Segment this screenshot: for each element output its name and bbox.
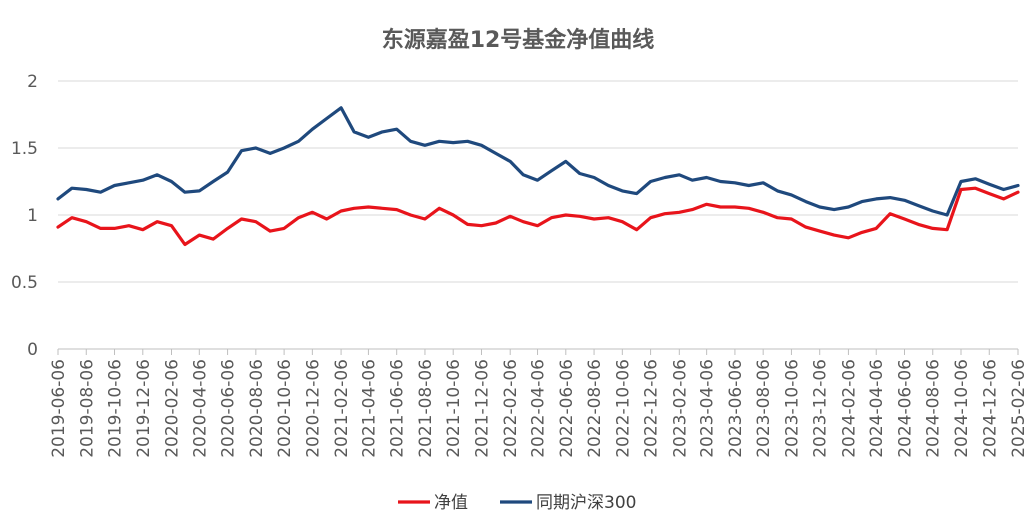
y-tick-label: 2: [27, 72, 38, 92]
chart-title: 东源嘉盈12号基金净值曲线: [382, 27, 655, 53]
y-axis: 0 0.5 1 1.5 2: [11, 72, 38, 360]
x-tick-label: 2021-08-06: [416, 359, 436, 458]
series-lines: [56, 106, 1020, 247]
x-tick-label: 2020-08-06: [247, 359, 267, 458]
x-tick-label: 2021-06-06: [388, 359, 408, 458]
y-tick-label: 1.5: [11, 139, 38, 159]
x-tick-label: 2021-10-06: [444, 359, 464, 458]
x-tick-label: 2024-06-06: [895, 359, 915, 458]
x-tick-label: 2023-10-06: [782, 359, 802, 458]
csi300-series-line: [56, 106, 1020, 217]
x-tick-label: 2023-04-06: [698, 359, 718, 458]
x-tick-label: 2023-08-06: [754, 359, 774, 458]
x-tick-label: 2022-08-06: [585, 359, 605, 458]
x-tick-label: 2022-06-06: [557, 359, 577, 458]
nav-series-line: [56, 186, 1020, 247]
x-tick-label: 2022-04-06: [529, 359, 549, 458]
x-tick-label: 2020-10-06: [275, 359, 295, 458]
x-tick-label: 2019-12-06: [134, 359, 154, 458]
x-tick-label: 2024-04-06: [867, 359, 887, 458]
x-tick-label: 2020-02-06: [163, 359, 183, 458]
x-tick-label: 2021-04-06: [359, 359, 379, 458]
x-tick-label: 2021-02-06: [332, 359, 352, 458]
x-tick-label: 2022-12-06: [642, 359, 662, 458]
x-tick-label: 2023-02-06: [670, 359, 690, 458]
x-tick-label: 2022-02-06: [501, 359, 521, 458]
legend: 净值 同期沪深300: [398, 493, 636, 513]
x-tick-label: 2023-06-06: [726, 359, 746, 458]
legend-item-csi300: 同期沪深300: [500, 493, 636, 513]
x-tick-label: 2022-10-06: [613, 359, 633, 458]
y-tick-label: 1: [27, 206, 38, 226]
x-tick-label: 2023-12-06: [811, 359, 831, 458]
x-tick-label: 2020-04-06: [190, 359, 210, 458]
legend-item-nav: 净值: [398, 493, 468, 513]
y-tick-label: 0.5: [11, 273, 38, 293]
legend-label: 净值: [434, 493, 468, 513]
legend-label: 同期沪深300: [536, 493, 636, 513]
y-tick-label: 0: [27, 340, 38, 360]
x-tick-label: 2019-10-06: [106, 359, 126, 458]
x-tick-label: 2019-06-06: [49, 359, 69, 458]
x-tick-label: 2024-10-06: [952, 359, 972, 458]
x-tick-label: 2021-12-06: [472, 359, 492, 458]
x-tick-label: 2019-08-06: [77, 359, 97, 458]
x-tick-label: 2020-06-06: [219, 359, 239, 458]
x-tick-label: 2024-12-06: [980, 359, 1000, 458]
x-tick-label: 2020-12-06: [303, 359, 323, 458]
x-tick-label: 2024-08-06: [924, 359, 944, 458]
x-axis: 2019-06-06 2019-08-06 2019-10-06 2019-12-06…: [49, 349, 1029, 458]
x-tick-label: 2025-02-06: [1009, 359, 1029, 458]
x-tick-label: 2024-02-06: [839, 359, 859, 458]
grid-lines: [58, 80, 1018, 350]
